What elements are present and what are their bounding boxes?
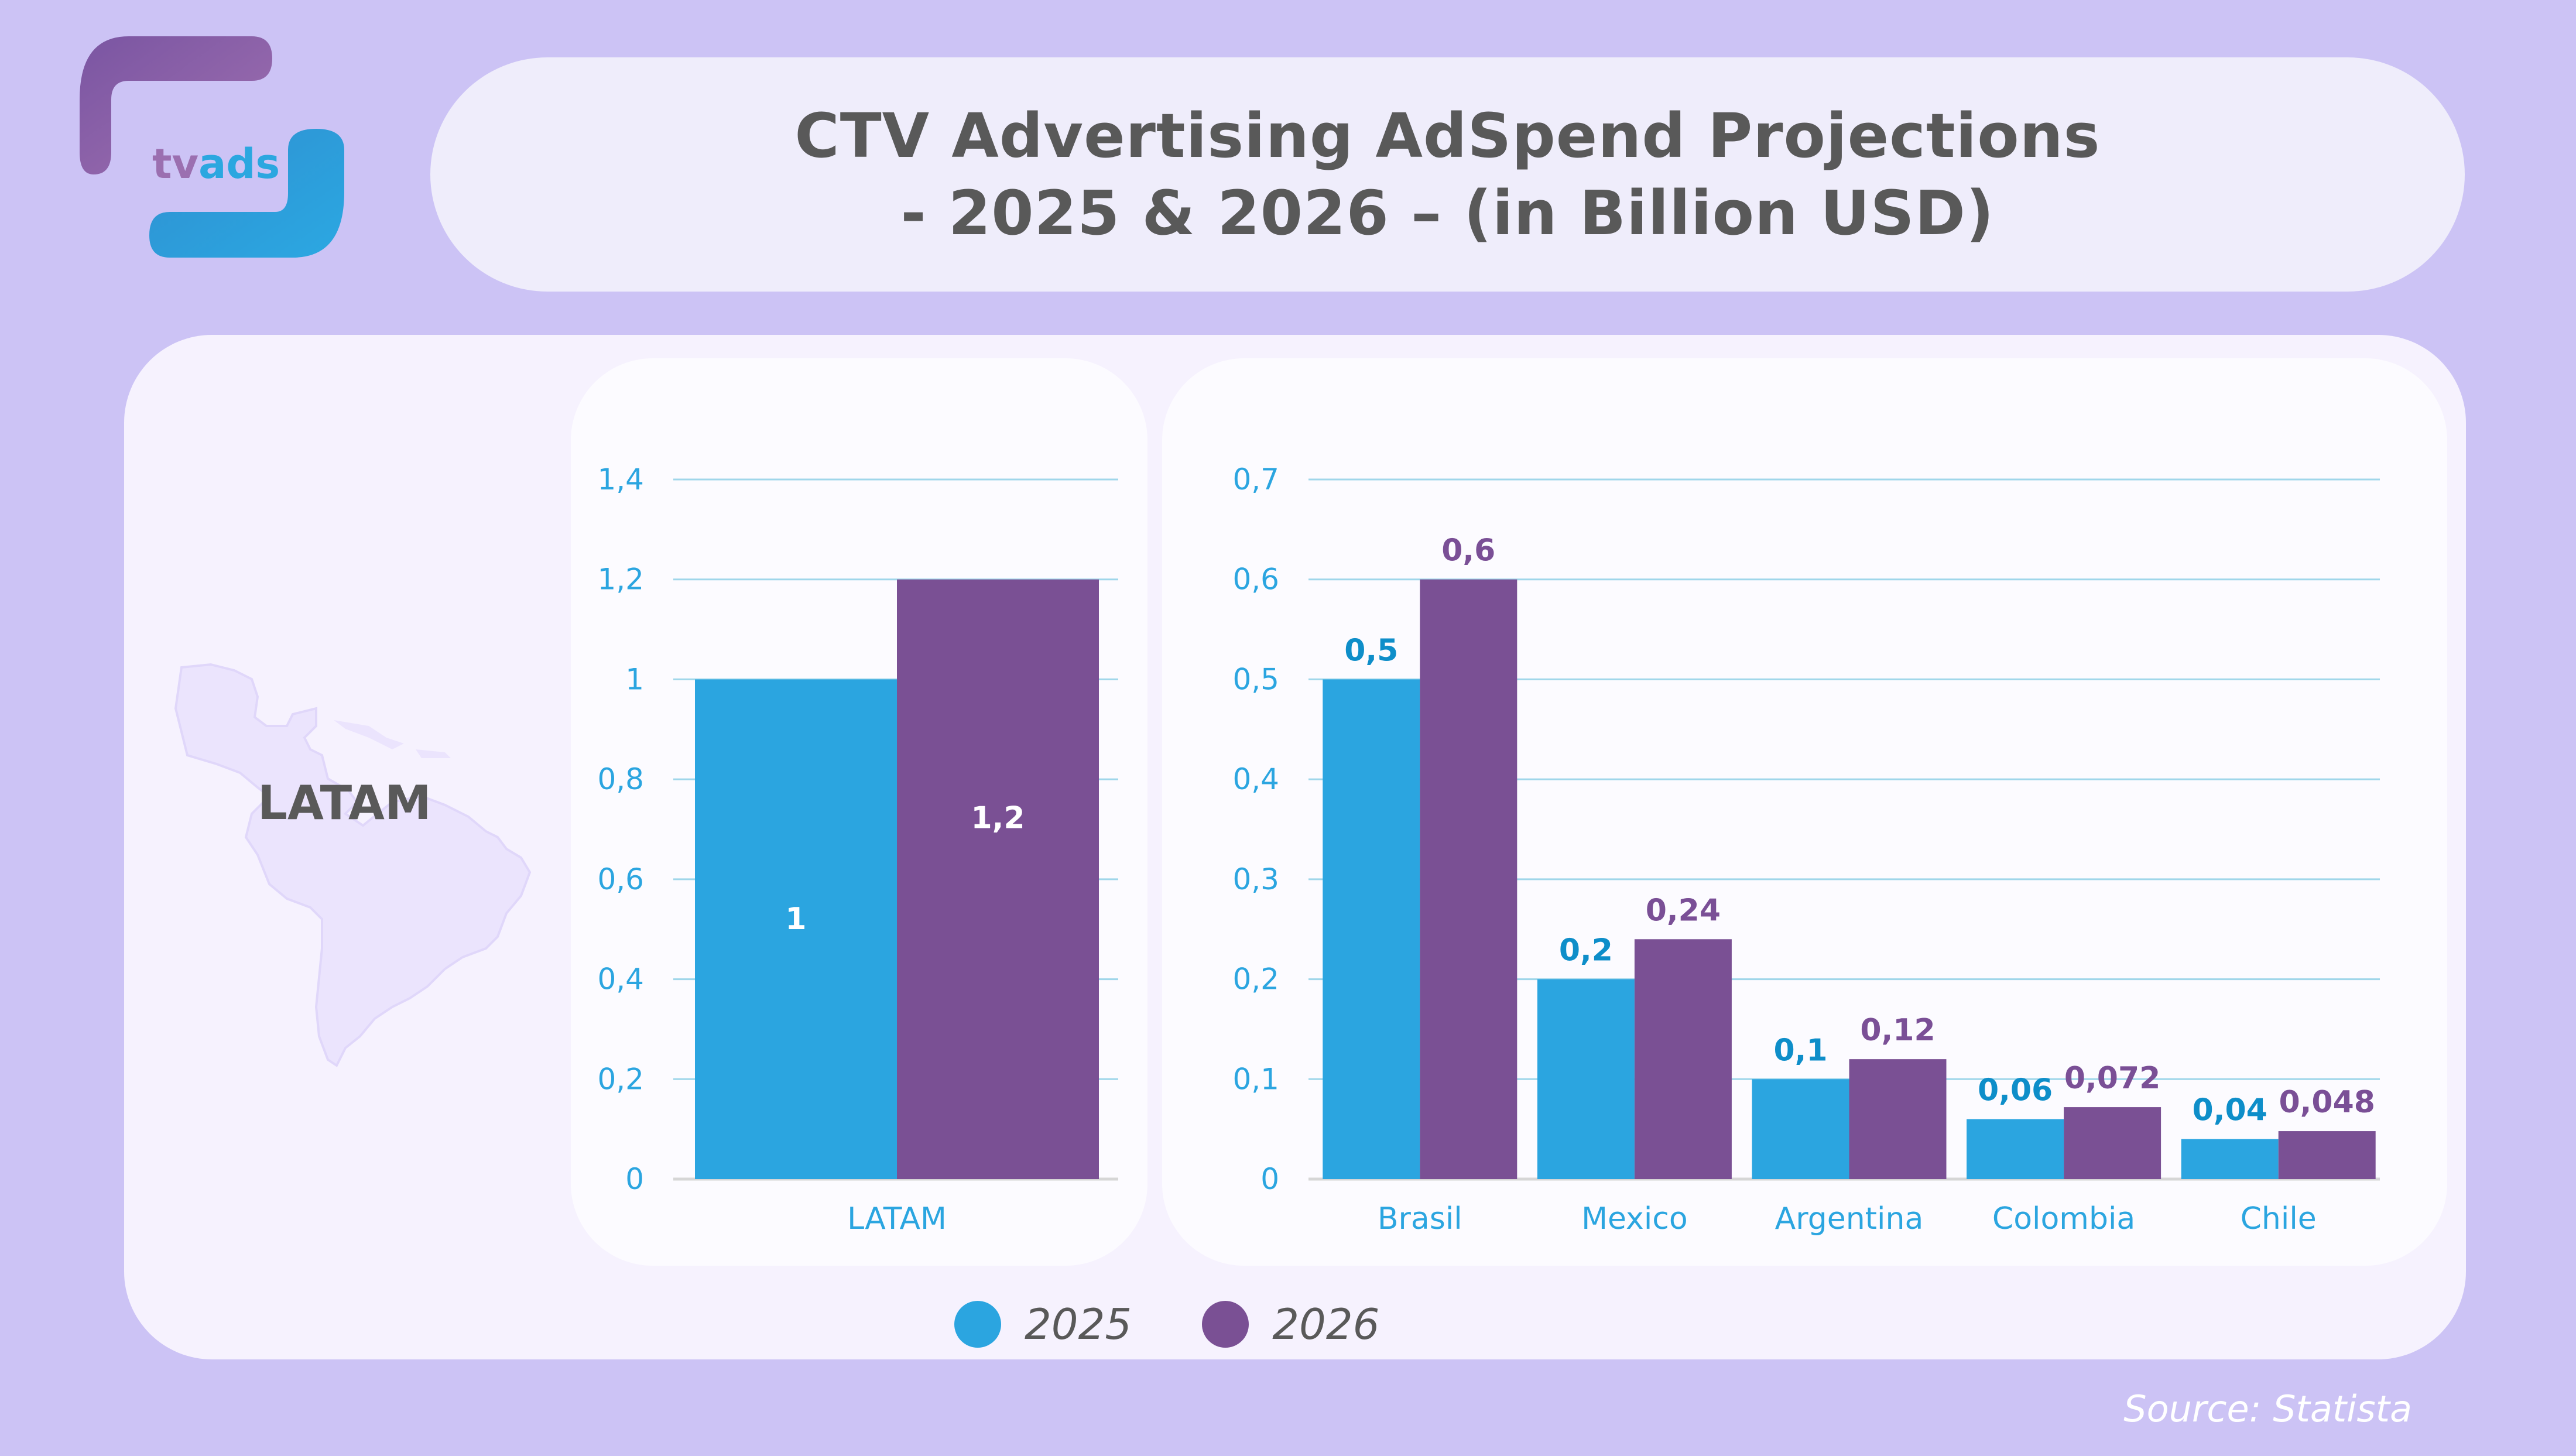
logo-text-ads: ads [198, 140, 280, 188]
legend-label-2026: 2026 [1272, 1300, 1380, 1349]
bar-2026-mexico [1634, 939, 1732, 1179]
y-tick-label: 0,3 [1232, 862, 1279, 896]
data-label: 1,2 [971, 800, 1025, 835]
y-tick-label: 0,2 [1232, 962, 1279, 996]
y-tick-label: 0,2 [597, 1062, 644, 1096]
bar-2025-chile [2181, 1139, 2279, 1179]
data-label: 1 [785, 902, 806, 937]
latam-chart-card: 0 0,2 0,4 0,6 0,8 1 1,2 1,4 1 1,2 LATAM [571, 358, 1147, 1266]
bar-2025-mexico [1537, 979, 1635, 1179]
latin-america-map-icon [174, 663, 532, 1067]
y-tick-label: 0,7 [1232, 463, 1279, 496]
x-tick-label: Mexico [1581, 1201, 1688, 1236]
legend-item-2025: 2025 [954, 1300, 1132, 1349]
chart-legend: 2025 2026 [954, 1300, 1450, 1349]
data-label: 0,2 [1559, 933, 1613, 968]
bar-2025-latam [695, 679, 897, 1179]
y-tick-label: 0,1 [1232, 1062, 1279, 1096]
x-tick-label: Chile [2241, 1201, 2317, 1236]
y-tick-label: 0,8 [597, 762, 644, 796]
y-tick-label: 1 [625, 662, 644, 696]
legend-swatch-2025 [954, 1301, 1001, 1348]
y-tick-label: 0,4 [597, 962, 644, 996]
bar-2025-brasil [1323, 679, 1420, 1179]
x-tick-label: LATAM [847, 1201, 947, 1236]
y-tick-label: 0,4 [1232, 762, 1279, 796]
y-tick-label: 0,6 [597, 862, 644, 896]
data-label: 0,24 [1646, 893, 1721, 928]
data-label: 0,6 [1441, 533, 1495, 568]
country-chart-card: 0 0,1 0,2 0,3 0,4 0,5 0,6 0,7 0,5 0,6 Brasil 0,2 0,2… [1162, 358, 2447, 1266]
bar-2025-argentina [1752, 1079, 1849, 1179]
source-note: Source: Statista [2123, 1388, 2412, 1430]
legend-item-2026: 2026 [1202, 1300, 1379, 1349]
data-label: 0,072 [2064, 1061, 2160, 1096]
bar-2026-colombia [2064, 1107, 2161, 1179]
title-banner: CTV Advertising AdSpend Projections - 20… [430, 57, 2465, 292]
x-tick-label: Argentina [1775, 1201, 1924, 1236]
data-label: 0,06 [1978, 1073, 2053, 1108]
y-tick-label: 1,2 [597, 563, 644, 597]
x-tick-label: Brasil [1378, 1201, 1462, 1236]
logo-text: tvads [152, 141, 280, 187]
logo-frame-icon [80, 36, 344, 258]
tvads-logo: tvads [76, 35, 381, 293]
legend-label-2025: 2025 [1025, 1300, 1132, 1349]
bar-2026-argentina [1849, 1059, 1947, 1179]
bar-2025-colombia [1967, 1119, 2064, 1179]
y-tick-label: 0 [1260, 1162, 1279, 1196]
x-tick-label: Colombia [1992, 1201, 2135, 1236]
data-label: 0,048 [2279, 1085, 2375, 1120]
logo-text-tv: tv [152, 140, 199, 188]
region-label: LATAM [258, 776, 431, 830]
latam-bar-chart: 0 0,2 0,4 0,6 0,8 1 1,2 1,4 1 1,2 LATAM [597, 463, 1118, 1236]
bar-2026-chile [2278, 1131, 2376, 1179]
y-tick-label: 0,6 [1232, 563, 1279, 597]
y-tick-label: 0 [625, 1162, 644, 1196]
data-label: 0,1 [1773, 1033, 1827, 1068]
country-bar-chart: 0 0,1 0,2 0,3 0,4 0,5 0,6 0,7 0,5 0,6 Brasil 0,2 0,2… [1232, 463, 2380, 1236]
data-label: 0,12 [1860, 1013, 1935, 1048]
page-subtitle: - 2025 & 2026 – (in Billion USD) [900, 177, 1995, 249]
data-label: 0,04 [2193, 1093, 2267, 1128]
legend-swatch-2026 [1202, 1301, 1249, 1348]
y-tick-label: 1,4 [597, 463, 644, 496]
bar-2026-brasil [1420, 579, 1517, 1179]
page-title: CTV Advertising AdSpend Projections [794, 100, 2101, 172]
y-tick-label: 0,5 [1232, 662, 1279, 696]
bar-2026-latam [897, 579, 1099, 1179]
data-label: 0,5 [1344, 633, 1398, 668]
